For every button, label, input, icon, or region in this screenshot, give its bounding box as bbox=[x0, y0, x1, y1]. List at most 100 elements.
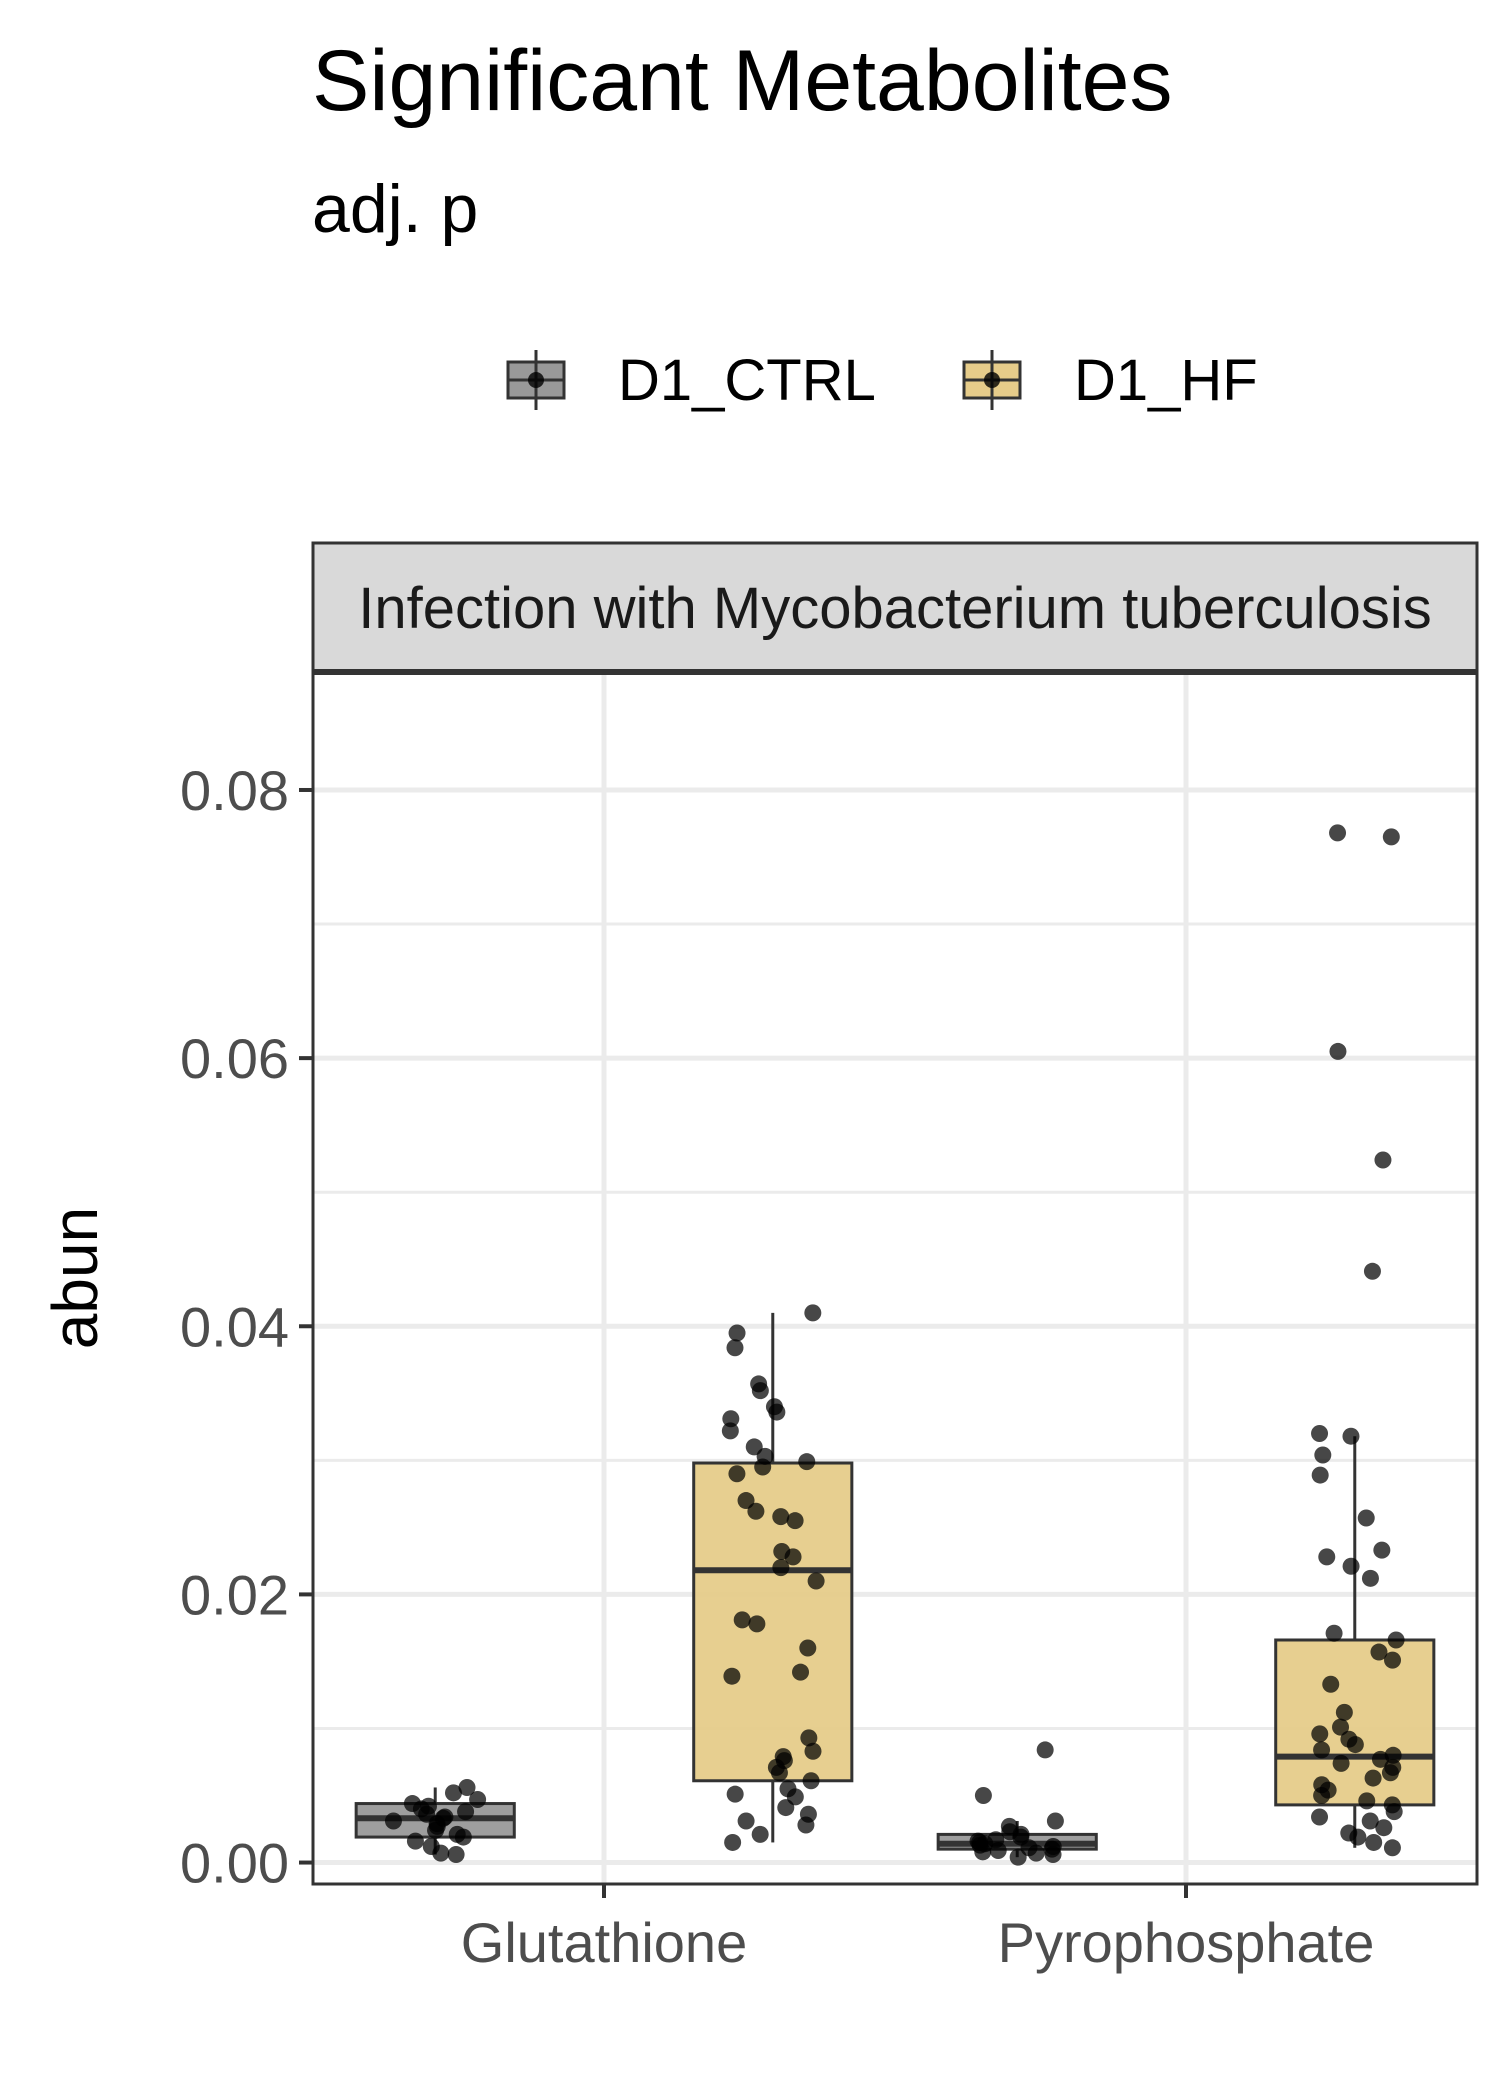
data-point bbox=[1364, 1769, 1382, 1787]
data-point bbox=[733, 1611, 751, 1629]
legend: D1_CTRL D1_HF bbox=[506, 348, 1258, 413]
data-point bbox=[1342, 1557, 1360, 1575]
data-point bbox=[1387, 1631, 1405, 1649]
data-point bbox=[1044, 1837, 1062, 1855]
y-axis: 0.00 0.02 0.04 0.06 0.08 bbox=[180, 759, 313, 1895]
data-point bbox=[779, 1780, 797, 1798]
box-iqr bbox=[692, 1461, 854, 1783]
data-point bbox=[1383, 1839, 1401, 1857]
facet-strip-background bbox=[311, 541, 1479, 674]
data-point bbox=[422, 1837, 440, 1855]
data-point bbox=[1000, 1817, 1018, 1835]
data-point bbox=[721, 1422, 739, 1440]
data-point bbox=[1329, 824, 1347, 842]
x-tick-label: Glutathione bbox=[461, 1911, 747, 1974]
data-points bbox=[384, 824, 1405, 1866]
data-point bbox=[458, 1778, 476, 1796]
data-point bbox=[728, 1324, 746, 1342]
legend-label: D1_CTRL bbox=[618, 348, 876, 413]
data-point bbox=[1383, 1796, 1401, 1814]
x-tick-label: Pyrophosphate bbox=[998, 1911, 1375, 1974]
facet-strip-label: Infection with Mycobacterium tuberculosi… bbox=[358, 576, 1431, 641]
data-point bbox=[747, 1502, 765, 1520]
data-point bbox=[1311, 1466, 1329, 1484]
data-point bbox=[447, 1846, 465, 1864]
legend-item-d1_ctrl: D1_CTRL bbox=[506, 348, 876, 413]
data-point bbox=[1382, 828, 1400, 846]
data-point bbox=[1046, 1812, 1064, 1830]
y-tick-label: 0.00 bbox=[180, 1832, 289, 1895]
x-axis: Glutathione Pyrophosphate bbox=[461, 1884, 1375, 1974]
legend-key-point bbox=[984, 372, 1000, 388]
data-point bbox=[1373, 1541, 1391, 1559]
data-point bbox=[974, 1787, 992, 1805]
data-point bbox=[1384, 1651, 1402, 1669]
data-point bbox=[969, 1832, 987, 1850]
data-point bbox=[1358, 1792, 1376, 1810]
data-point bbox=[798, 1453, 816, 1471]
facet-strip: Infection with Mycobacterium tuberculosi… bbox=[311, 541, 1479, 674]
data-point bbox=[737, 1492, 755, 1510]
data-point bbox=[726, 1785, 744, 1803]
data-point bbox=[1384, 1758, 1402, 1776]
data-point bbox=[987, 1831, 1005, 1849]
data-point bbox=[1311, 1425, 1329, 1443]
legend-label: D1_HF bbox=[1074, 348, 1258, 413]
data-point bbox=[750, 1375, 768, 1393]
data-point bbox=[807, 1572, 825, 1590]
data-point bbox=[1375, 1819, 1393, 1837]
data-point bbox=[1365, 1833, 1383, 1851]
data-point bbox=[737, 1812, 755, 1830]
data-point bbox=[1357, 1509, 1375, 1527]
data-point bbox=[469, 1791, 487, 1809]
box-glutathione-d1_hf bbox=[692, 1312, 854, 1843]
data-point bbox=[403, 1795, 421, 1813]
data-point bbox=[724, 1833, 742, 1851]
data-point bbox=[726, 1339, 744, 1357]
data-point bbox=[765, 1398, 783, 1416]
data-point bbox=[773, 1543, 791, 1561]
y-tick-label: 0.04 bbox=[180, 1295, 289, 1358]
data-point bbox=[419, 1797, 437, 1815]
data-point bbox=[1318, 1548, 1336, 1566]
data-point bbox=[792, 1663, 810, 1681]
data-point bbox=[1361, 1569, 1379, 1587]
data-point bbox=[1325, 1624, 1343, 1642]
data-point bbox=[1384, 1746, 1402, 1764]
chart-subtitle: adj. p bbox=[312, 171, 478, 247]
y-tick-label: 0.08 bbox=[180, 759, 289, 822]
plot-panel bbox=[311, 669, 1479, 1886]
data-point bbox=[406, 1832, 424, 1850]
data-point bbox=[1332, 1718, 1350, 1736]
legend-key-point bbox=[528, 372, 544, 388]
y-tick-label: 0.06 bbox=[180, 1027, 289, 1090]
data-point bbox=[799, 1639, 817, 1657]
data-point bbox=[772, 1508, 790, 1526]
data-point bbox=[1329, 1042, 1347, 1060]
y-axis-title: abun bbox=[39, 1207, 111, 1349]
data-point bbox=[1340, 1824, 1358, 1842]
data-point bbox=[1314, 1446, 1332, 1464]
data-point bbox=[745, 1438, 763, 1456]
data-point bbox=[804, 1742, 822, 1760]
chart-title: Significant Metabolites bbox=[312, 33, 1172, 129]
data-point bbox=[448, 1825, 466, 1843]
data-point bbox=[444, 1784, 462, 1802]
data-point bbox=[728, 1465, 746, 1483]
data-point bbox=[1340, 1730, 1358, 1748]
data-point bbox=[457, 1803, 475, 1821]
data-point bbox=[1313, 1776, 1331, 1794]
data-point bbox=[1335, 1703, 1353, 1721]
data-point bbox=[1311, 1808, 1329, 1826]
data-point bbox=[1342, 1427, 1360, 1445]
data-point bbox=[722, 1410, 740, 1428]
data-point bbox=[799, 1805, 817, 1823]
data-point bbox=[804, 1304, 822, 1322]
data-point bbox=[1311, 1725, 1329, 1743]
data-point bbox=[1332, 1754, 1350, 1772]
data-point bbox=[1363, 1262, 1381, 1280]
data-point bbox=[786, 1512, 804, 1530]
box-pyrophosphate-d1_hf bbox=[1274, 1436, 1436, 1848]
data-point bbox=[751, 1825, 769, 1843]
